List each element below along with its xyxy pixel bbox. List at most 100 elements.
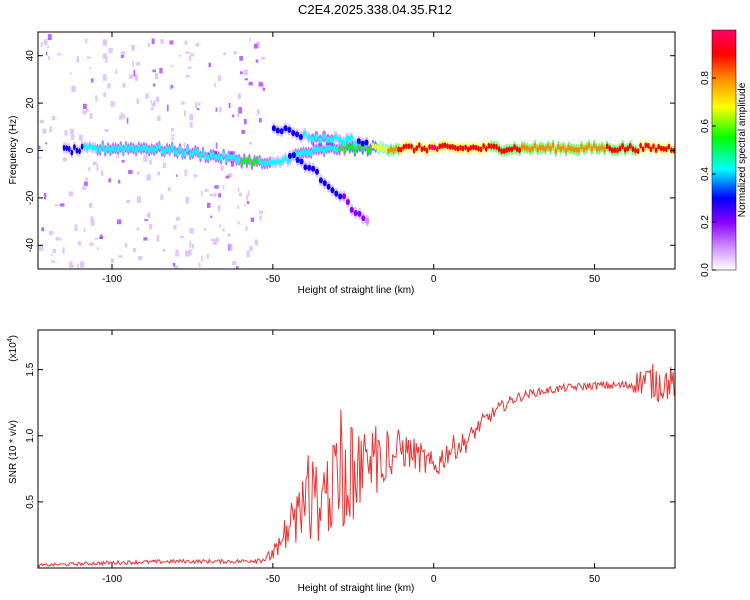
spectrogram-speckle: [201, 255, 203, 262]
spectrogram-speckle: [189, 122, 193, 128]
spectrogram-speckle: [173, 266, 178, 269]
spectrogram-cell: [230, 154, 233, 161]
spectrogram-cell: [248, 156, 251, 163]
spectrogram-cell: [170, 144, 174, 151]
spectrogram-cell: [628, 142, 632, 149]
spectrogram-speckle: [184, 169, 187, 177]
spectrogram-speckle: [85, 177, 89, 181]
spectrogram-cell: [326, 183, 331, 190]
spectrogram-cell: [314, 168, 320, 175]
x-tick-label: -100: [102, 274, 122, 285]
spectrogram-cell: [446, 143, 449, 150]
spectrogram-cell: [492, 143, 496, 150]
spectrogram-cell: [533, 142, 537, 149]
spectrogram-cell: [201, 149, 205, 156]
spectrogram-speckle: [175, 174, 178, 177]
spectrogram-cell: [283, 125, 288, 132]
spectrogram-speckle: [40, 41, 43, 47]
spectrogram-speckle: [209, 193, 214, 197]
spectrogram-cell: [590, 146, 594, 153]
spectrogram-cell: [425, 147, 429, 154]
spectrogram-speckle: [206, 202, 211, 208]
spectrogram-speckle: [175, 217, 180, 221]
spectrogram-cell: [343, 146, 346, 153]
snr-panel: -100 -50 0 50 0.5 1.0 1.5 Height of straight l…: [7, 329, 676, 594]
spectrogram-speckle: [175, 253, 180, 257]
spectrogram-cell: [62, 144, 66, 151]
spectrogram-cell: [402, 143, 406, 150]
spectrogram-speckle: [241, 129, 246, 134]
spectrogram-speckle: [226, 233, 231, 237]
spectrogram-cell: [173, 148, 177, 155]
spectrogram-cell: [466, 146, 470, 153]
x-tick-label: 0: [431, 574, 437, 585]
spectrogram-cell: [662, 145, 666, 152]
spectrogram-cell: [302, 149, 305, 156]
spectrogram-speckle: [90, 219, 95, 226]
spectrogram-cell: [250, 161, 254, 168]
spectrogram-cell: [157, 143, 161, 150]
spectrogram-cell: [338, 193, 343, 200]
spectrogram-cell: [322, 180, 327, 187]
spectrogram-speckle: [149, 159, 152, 165]
spectrogram-cell: [623, 146, 627, 153]
spectrogram-speckle: [189, 240, 192, 248]
spectrogram-cell: [441, 142, 444, 149]
spectrogram-cell: [567, 144, 570, 151]
spectrogram-speckle: [185, 74, 190, 78]
spectrogram-speckle: [152, 69, 157, 73]
spectrogram-speckle: [89, 113, 93, 119]
spectrogram-speckle: [82, 110, 87, 115]
spectrogram-speckle: [185, 196, 189, 204]
spectrogram-cell: [325, 145, 328, 152]
spectrogram-cell: [284, 155, 287, 162]
spectrogram-cell: [165, 145, 169, 152]
spectrogram-cell: [381, 145, 385, 152]
spectrogram-speckle: [71, 85, 76, 92]
spectrogram-cell: [124, 143, 128, 150]
spectrogram-speckle: [162, 249, 166, 253]
spectrogram-speckle: [227, 173, 233, 178]
spectrogram-cell: [335, 146, 339, 153]
spectrogram-speckle: [222, 228, 225, 232]
spectrogram-speckle: [195, 42, 200, 47]
spectrogram-speckle: [256, 109, 260, 115]
spectrogram-cell: [271, 125, 276, 132]
spectrogram-cell: [145, 145, 148, 152]
spectrogram-cell: [659, 145, 663, 152]
spectrogram-cell: [304, 149, 308, 156]
spectrogram-speckle: [62, 247, 65, 254]
spectrogram-cell: [318, 137, 323, 144]
spectrogram-cell: [646, 142, 650, 149]
spectrogram-cell: [502, 147, 506, 154]
spectrogram-cell: [199, 153, 202, 160]
spectrogram-cell: [592, 142, 596, 149]
spectrogram-cell: [260, 160, 264, 167]
spectrogram-speckle: [118, 115, 122, 120]
spectrogram-cell: [70, 149, 74, 156]
spectrogram-cell: [399, 146, 403, 153]
spectrogram-cell: [134, 147, 138, 154]
spectrogram-speckle: [236, 266, 239, 269]
spectrogram-speckle: [85, 108, 89, 113]
spectrogram-cell: [469, 144, 473, 151]
spectrogram-cell: [634, 147, 637, 154]
spectrogram-cell: [585, 144, 588, 151]
spectrogram-cell: [240, 160, 244, 167]
spectrogram-cell: [610, 147, 614, 154]
spectrogram-cell: [237, 156, 241, 163]
spectrogram-speckle: [167, 187, 171, 192]
spectrogram-speckle: [147, 42, 151, 48]
spectrogram-cell: [541, 144, 545, 151]
spectrogram-cell: [245, 159, 249, 166]
spectrogram-speckle: [237, 187, 240, 193]
spectrogram-speckle: [256, 41, 260, 49]
spectrogram-speckle: [136, 61, 141, 66]
spectrogram-speckle: [243, 204, 246, 207]
spectrogram-speckle: [210, 215, 213, 218]
spectrogram-cell: [175, 149, 179, 156]
spectrogram-speckle: [237, 93, 241, 100]
spectrogram-speckle: [90, 216, 94, 222]
spectrogram-cell: [487, 142, 491, 149]
spectrogram-speckle: [200, 191, 203, 197]
